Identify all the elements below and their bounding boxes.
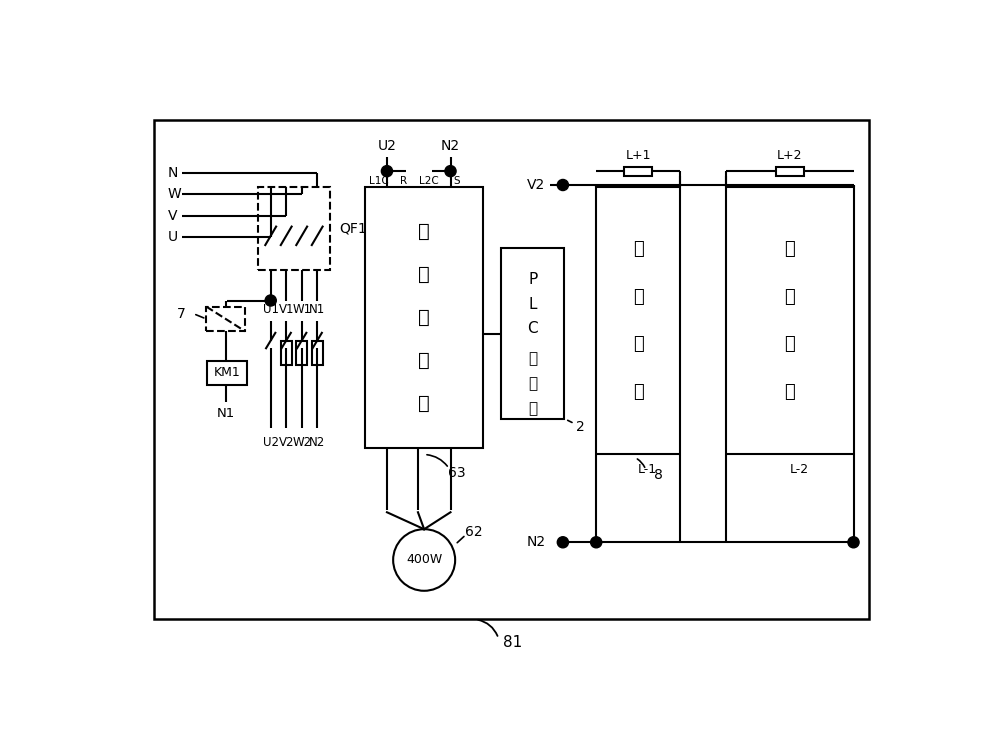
Text: 伺: 伺 <box>418 222 430 241</box>
Text: W: W <box>168 187 181 201</box>
Text: 服: 服 <box>418 265 430 283</box>
Text: N2: N2 <box>441 140 460 154</box>
Text: 400W: 400W <box>406 554 442 566</box>
Text: N2: N2 <box>526 536 545 549</box>
Text: 控: 控 <box>528 351 537 366</box>
Text: V: V <box>168 209 177 223</box>
Text: KM1: KM1 <box>214 366 241 380</box>
Text: 63: 63 <box>448 466 466 480</box>
Text: L-2: L-2 <box>789 463 808 477</box>
Bar <box>596 186 680 454</box>
Text: 关: 关 <box>784 288 795 306</box>
Text: L2C: L2C <box>419 176 439 186</box>
Text: N2: N2 <box>309 436 325 448</box>
Circle shape <box>265 295 276 306</box>
Bar <box>207 360 247 385</box>
Text: L+2: L+2 <box>777 149 802 162</box>
Text: R: R <box>400 176 408 186</box>
Bar <box>258 186 330 270</box>
Text: 器: 器 <box>418 394 430 413</box>
Text: 动: 动 <box>418 351 430 370</box>
Text: 器: 器 <box>528 401 537 416</box>
Circle shape <box>393 529 455 591</box>
Circle shape <box>557 180 568 190</box>
Text: C: C <box>527 322 538 336</box>
Text: 电: 电 <box>784 336 795 354</box>
Bar <box>501 248 564 419</box>
Text: 2: 2 <box>576 420 585 433</box>
Text: U1: U1 <box>263 303 279 316</box>
Bar <box>296 340 307 366</box>
Text: L1C: L1C <box>369 176 389 186</box>
Text: V2: V2 <box>527 178 545 192</box>
Bar <box>154 120 869 619</box>
Text: 81: 81 <box>503 635 522 650</box>
Bar <box>365 186 483 448</box>
Circle shape <box>591 536 602 548</box>
Text: 源: 源 <box>784 383 795 401</box>
Circle shape <box>381 166 393 177</box>
Text: 开: 开 <box>784 240 795 258</box>
Bar <box>776 166 804 176</box>
Text: U2: U2 <box>263 436 279 448</box>
Text: W1: W1 <box>292 303 311 316</box>
Circle shape <box>557 536 568 548</box>
Circle shape <box>445 166 456 177</box>
Text: 制: 制 <box>528 376 537 391</box>
Text: 开: 开 <box>633 240 643 258</box>
Bar <box>206 307 245 331</box>
Text: V2: V2 <box>278 436 294 448</box>
Bar <box>726 186 854 454</box>
Text: 62: 62 <box>465 524 483 539</box>
Text: 8: 8 <box>654 468 663 483</box>
Text: N1: N1 <box>309 303 325 316</box>
Text: N: N <box>168 166 178 180</box>
Circle shape <box>848 536 859 548</box>
Text: U2: U2 <box>378 140 396 154</box>
Text: W2: W2 <box>292 436 311 448</box>
Text: 关: 关 <box>633 288 643 306</box>
Text: 源: 源 <box>633 383 643 401</box>
Text: L+1: L+1 <box>625 149 651 162</box>
Bar <box>281 340 292 366</box>
Text: L-1: L-1 <box>638 463 657 477</box>
Text: 7: 7 <box>176 307 185 321</box>
Bar <box>312 340 323 366</box>
Text: S: S <box>453 176 460 186</box>
Text: V1: V1 <box>278 303 294 316</box>
Bar <box>624 166 652 176</box>
Text: QF1: QF1 <box>339 221 367 235</box>
Text: U: U <box>168 231 178 245</box>
Text: 电: 电 <box>633 336 643 354</box>
Text: L: L <box>528 297 537 312</box>
Text: P: P <box>528 272 537 287</box>
Text: N1: N1 <box>217 407 235 420</box>
Text: 驱: 驱 <box>418 308 430 327</box>
